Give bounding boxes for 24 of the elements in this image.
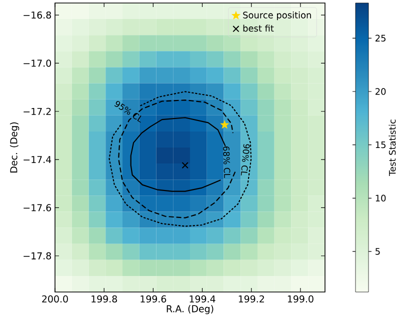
annotation: 90% CL <box>240 144 250 176</box>
y-tick-label: −17.0 <box>24 60 52 67</box>
color-bar-label: 5 <box>376 248 380 255</box>
y-tick-label: −16.8 <box>24 11 51 19</box>
x-tick-label: 199.8 <box>92 295 117 303</box>
y-axis-title: Dec. (Deg) <box>10 122 20 172</box>
y-tick-label: −17.6 <box>24 204 52 212</box>
x-tick-label: 199.0 <box>288 295 314 303</box>
y-tick-label: −17.4 <box>24 156 52 163</box>
y-tick-label: −17.8 <box>24 252 51 260</box>
legend-label: best fit <box>243 24 274 32</box>
y-tick-label: −17.2 <box>24 108 51 115</box>
x-axis-title: R.A. (Deg) <box>166 305 214 314</box>
color-bar-label: 25 <box>376 34 386 42</box>
x-tick-label: 199.4 <box>190 295 216 303</box>
x-tick-label: 200.0 <box>42 295 68 303</box>
color-bar-title: Test Statistic <box>388 120 396 176</box>
legend-label: Source position <box>243 12 311 20</box>
color-bar-label: 10 <box>376 194 386 202</box>
x-tick-label: 199.2 <box>238 295 264 303</box>
x-tick-label: 199.6 <box>140 295 166 303</box>
annotation: 68% CL <box>223 146 230 178</box>
color-bar-label: 15 <box>376 142 386 148</box>
color-bar-label: 20 <box>376 88 386 95</box>
